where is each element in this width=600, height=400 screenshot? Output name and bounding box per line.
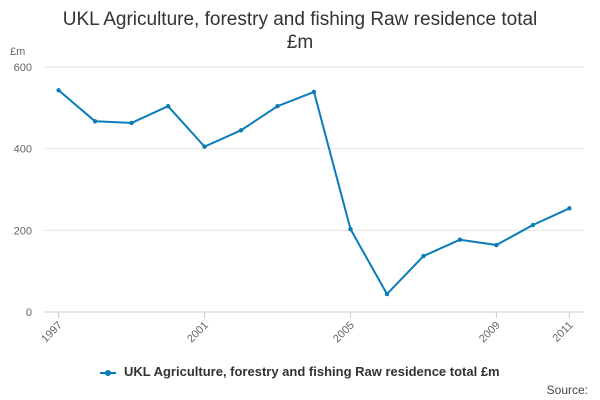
legend-line-marker-icon bbox=[100, 368, 117, 378]
data-point bbox=[202, 144, 207, 149]
data-point bbox=[311, 89, 317, 95]
chart-title-line-1: UKL Agriculture, forestry and fishing Ra… bbox=[62, 9, 538, 30]
data-point bbox=[421, 253, 426, 259]
legend-label: UKL Agriculture, forestry and fishing Ra… bbox=[123, 364, 500, 379]
x-tick-label: 2001 bbox=[185, 319, 211, 345]
y-tick-label: 0 bbox=[26, 307, 32, 319]
data-point bbox=[384, 291, 390, 297]
x-tick-label: 2005 bbox=[331, 319, 357, 345]
data-point bbox=[567, 206, 572, 211]
chart-title: UKL Agriculture, forestry and fishing Ra… bbox=[0, 8, 600, 54]
data-point bbox=[530, 222, 536, 228]
data-point bbox=[56, 88, 61, 93]
data-point bbox=[457, 237, 463, 242]
x-tick-label: 1997 bbox=[39, 319, 65, 345]
data-point bbox=[238, 128, 244, 133]
data-point bbox=[275, 104, 280, 109]
y-tick-label: 600 bbox=[14, 62, 32, 74]
x-tick-label: 2009 bbox=[477, 319, 503, 345]
data-point bbox=[494, 242, 499, 248]
data-point bbox=[348, 226, 353, 232]
y-tick-label: 200 bbox=[14, 225, 32, 237]
source-label: Source: bbox=[546, 383, 588, 397]
y-tick-label: 400 bbox=[14, 144, 32, 156]
data-point bbox=[165, 104, 171, 109]
series-line bbox=[57, 89, 570, 296]
data-point bbox=[92, 119, 98, 124]
y-unit-label: £m bbox=[10, 46, 25, 58]
data-point bbox=[129, 120, 134, 126]
legend[interactable]: UKL Agriculture, forestry and fishing Ra… bbox=[0, 364, 600, 379]
chart-title-line-2: £m bbox=[286, 32, 314, 53]
x-tick-label: 2011 bbox=[551, 319, 576, 344]
